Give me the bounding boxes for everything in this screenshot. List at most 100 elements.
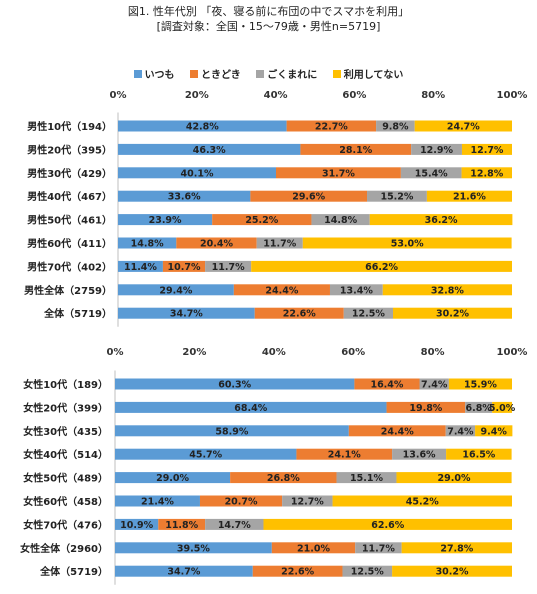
female-data-label: 34.7% [167,567,200,578]
male-data-label: 29.6% [292,192,325,203]
female-data-label: 11.7% [362,543,395,554]
male-bar-segment [118,143,301,155]
male-data-label: 21.6% [453,192,486,203]
male-bar-segment [118,120,287,132]
male-bar-segment [311,214,370,226]
male-bar-segment [176,237,257,249]
female-bar-segment [252,565,343,577]
male-data-label: 66.2% [365,262,398,273]
legend-swatch-riyoshinai [332,70,341,78]
female-category-label: 女性20代（399） [23,401,108,414]
female-bar-segment [348,425,446,437]
female-data-label: 6.8% [465,403,492,414]
female-category-label: 女性60代（458） [23,495,108,508]
male-data-label: 46.3% [193,145,226,156]
female-data-label: 7.4% [421,380,448,391]
female-data-label: 62.6% [371,520,404,531]
female-bar-segment [392,448,447,460]
male-category-label: 男性10代（194） [27,120,112,133]
male-x-tick-label: 80% [421,90,445,101]
female-category-label: 女性70代（476） [23,518,108,531]
female-bar-segment [199,495,283,507]
female-data-label: 12.5% [351,567,384,578]
female-category-label: 女性50代（489） [23,472,108,485]
male-category-label: 男性50代（461） [27,214,112,227]
chart-title: 図1. 性年代別 「夜、寝る前に布団の中でスマホを利用」 [127,5,410,18]
female-bar-segment [230,472,337,484]
female-bar-segment [282,495,333,507]
male-category-label: 男性全体（2759） [24,284,112,297]
male-category-label: 男性20代（395） [27,143,112,156]
female-data-label: 16.4% [370,380,403,391]
male-category-label: 男性30代（429） [27,167,112,180]
male-bar-segment [118,307,255,319]
male-category-label: 男性60代（411） [27,237,112,250]
female-data-label: 15.9% [464,380,497,391]
male-data-label: 9.8% [382,122,409,133]
male-bar-segment [251,260,512,272]
male-bar-segment [118,190,251,202]
legend-swatch-itsumo [133,70,142,78]
legend-item-tokidoki: ときどき [190,66,241,81]
male-bar-segment [254,307,344,319]
male-bar-segment [400,167,462,179]
male-category-label: 男性40代（467） [27,190,112,203]
female-bar-segment [448,378,512,390]
female-data-label: 14.7% [218,520,251,531]
male-data-label: 22.7% [315,122,348,133]
male-data-label: 15.4% [415,168,448,179]
female-bar-segment [115,378,355,390]
male-data-label: 23.9% [149,215,182,226]
female-data-label: 7.4% [447,426,474,437]
female-category-label: 女性10代（189） [23,378,108,391]
male-data-label: 14.8% [324,215,357,226]
female-data-label: 20.7% [225,497,258,508]
male-bar-segment [376,120,415,132]
male-bar-segment [118,260,163,272]
chart-subtitle: [調査対象：全国・15～79歳・男性n=5719] [156,20,381,33]
male-bar-segment [302,237,512,249]
male-data-label: 12.5% [352,309,385,320]
female-data-label: 30.2% [436,567,469,578]
male-x-tick-label: 100% [497,90,528,101]
legend: いつも ときどき ごくまれに 利用してない [0,66,537,81]
female-bar-segment [342,565,393,577]
female-bar-segment [336,472,397,484]
female-bar-segment [115,448,297,460]
male-x-tick-label: 0% [110,90,127,101]
female-bar-segment [401,542,512,554]
male-data-label: 25.2% [245,215,278,226]
male-data-label: 12.7% [470,145,503,156]
female-bar-segment [158,518,206,530]
female-data-label: 29.0% [156,473,189,484]
female-bar-segment [332,495,512,507]
male-bar-segment [118,167,276,179]
male-x-tick-label: 20% [185,90,209,101]
female-bar-segment [446,448,512,460]
female-bar-segment [445,425,476,437]
male-data-label: 13.4% [340,285,373,296]
male-bar-segment [369,214,513,226]
female-data-label: 22.6% [281,567,314,578]
female-data-label: 21.4% [141,497,174,508]
male-bar-segment [411,143,462,155]
female-bar-segment [205,518,264,530]
female-bar-segment [115,518,159,530]
female-data-label: 45.2% [406,497,439,508]
male-bar-segment [286,120,377,132]
male-bar-segment [118,214,213,226]
female-bar-segment [492,401,512,413]
female-data-label: 11.8% [165,520,198,531]
female-data-label: 5.0% [489,403,516,414]
male-bar-segment [461,143,512,155]
female-x-tick-label: 100% [497,347,528,358]
male-data-label: 12.9% [420,145,453,156]
female-data-label: 24.4% [381,426,414,437]
female-category-label: 女性30代（435） [23,425,108,438]
female-data-label: 68.4% [234,403,267,414]
female-bar-segment [115,472,231,484]
male-data-label: 11.7% [212,262,245,273]
female-bar-segment [465,401,493,413]
male-data-label: 36.2% [425,215,458,226]
